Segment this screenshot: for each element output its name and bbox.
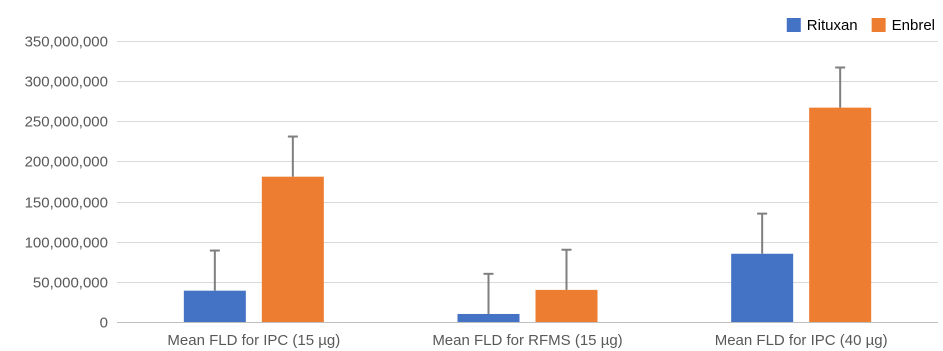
x-category-label: Mean FLD for IPC (40 µg) bbox=[715, 332, 888, 349]
y-tick-label: 150,000,000 bbox=[25, 195, 108, 212]
y-tick-label: 200,000,000 bbox=[25, 154, 108, 171]
bar-rituxan-1 bbox=[457, 313, 520, 322]
legend-swatch-rituxan bbox=[786, 18, 801, 32]
bar-enbrel-0 bbox=[261, 176, 324, 322]
bar-rituxan-0 bbox=[183, 290, 246, 322]
y-tick-label: 300,000,000 bbox=[25, 74, 108, 91]
y-tick-label: 250,000,000 bbox=[25, 114, 108, 131]
y-axis-ticks: 0 50,000,000 100,000,000 150,000,000 200,000… bbox=[25, 34, 108, 332]
y-tick-label: 100,000,000 bbox=[25, 235, 108, 252]
gridlines bbox=[117, 41, 938, 323]
bar-enbrel-1 bbox=[535, 289, 598, 322]
legend-label-rituxan: Rituxan bbox=[807, 17, 858, 34]
error-bars bbox=[209, 66, 846, 314]
y-tick-label: 350,000,000 bbox=[25, 34, 108, 51]
x-category-label: Mean FLD for RFMS (15 µg) bbox=[432, 332, 622, 349]
y-tick-label: 50,000,000 bbox=[33, 275, 108, 292]
legend: Enbrel Rituxan bbox=[786, 17, 935, 34]
x-category-label: Mean FLD for IPC (15 µg) bbox=[167, 332, 340, 349]
x-axis-labels: Mean FLD for IPC (15 µg) Mean FLD for RFM… bbox=[167, 332, 887, 349]
y-tick-label: 0 bbox=[100, 315, 108, 332]
bar-enbrel-2 bbox=[809, 107, 872, 322]
bars bbox=[183, 107, 872, 322]
legend-label-enbrel: Enbrel bbox=[892, 17, 935, 34]
legend-swatch-enbrel bbox=[871, 18, 886, 32]
bar-rituxan-2 bbox=[731, 253, 794, 322]
